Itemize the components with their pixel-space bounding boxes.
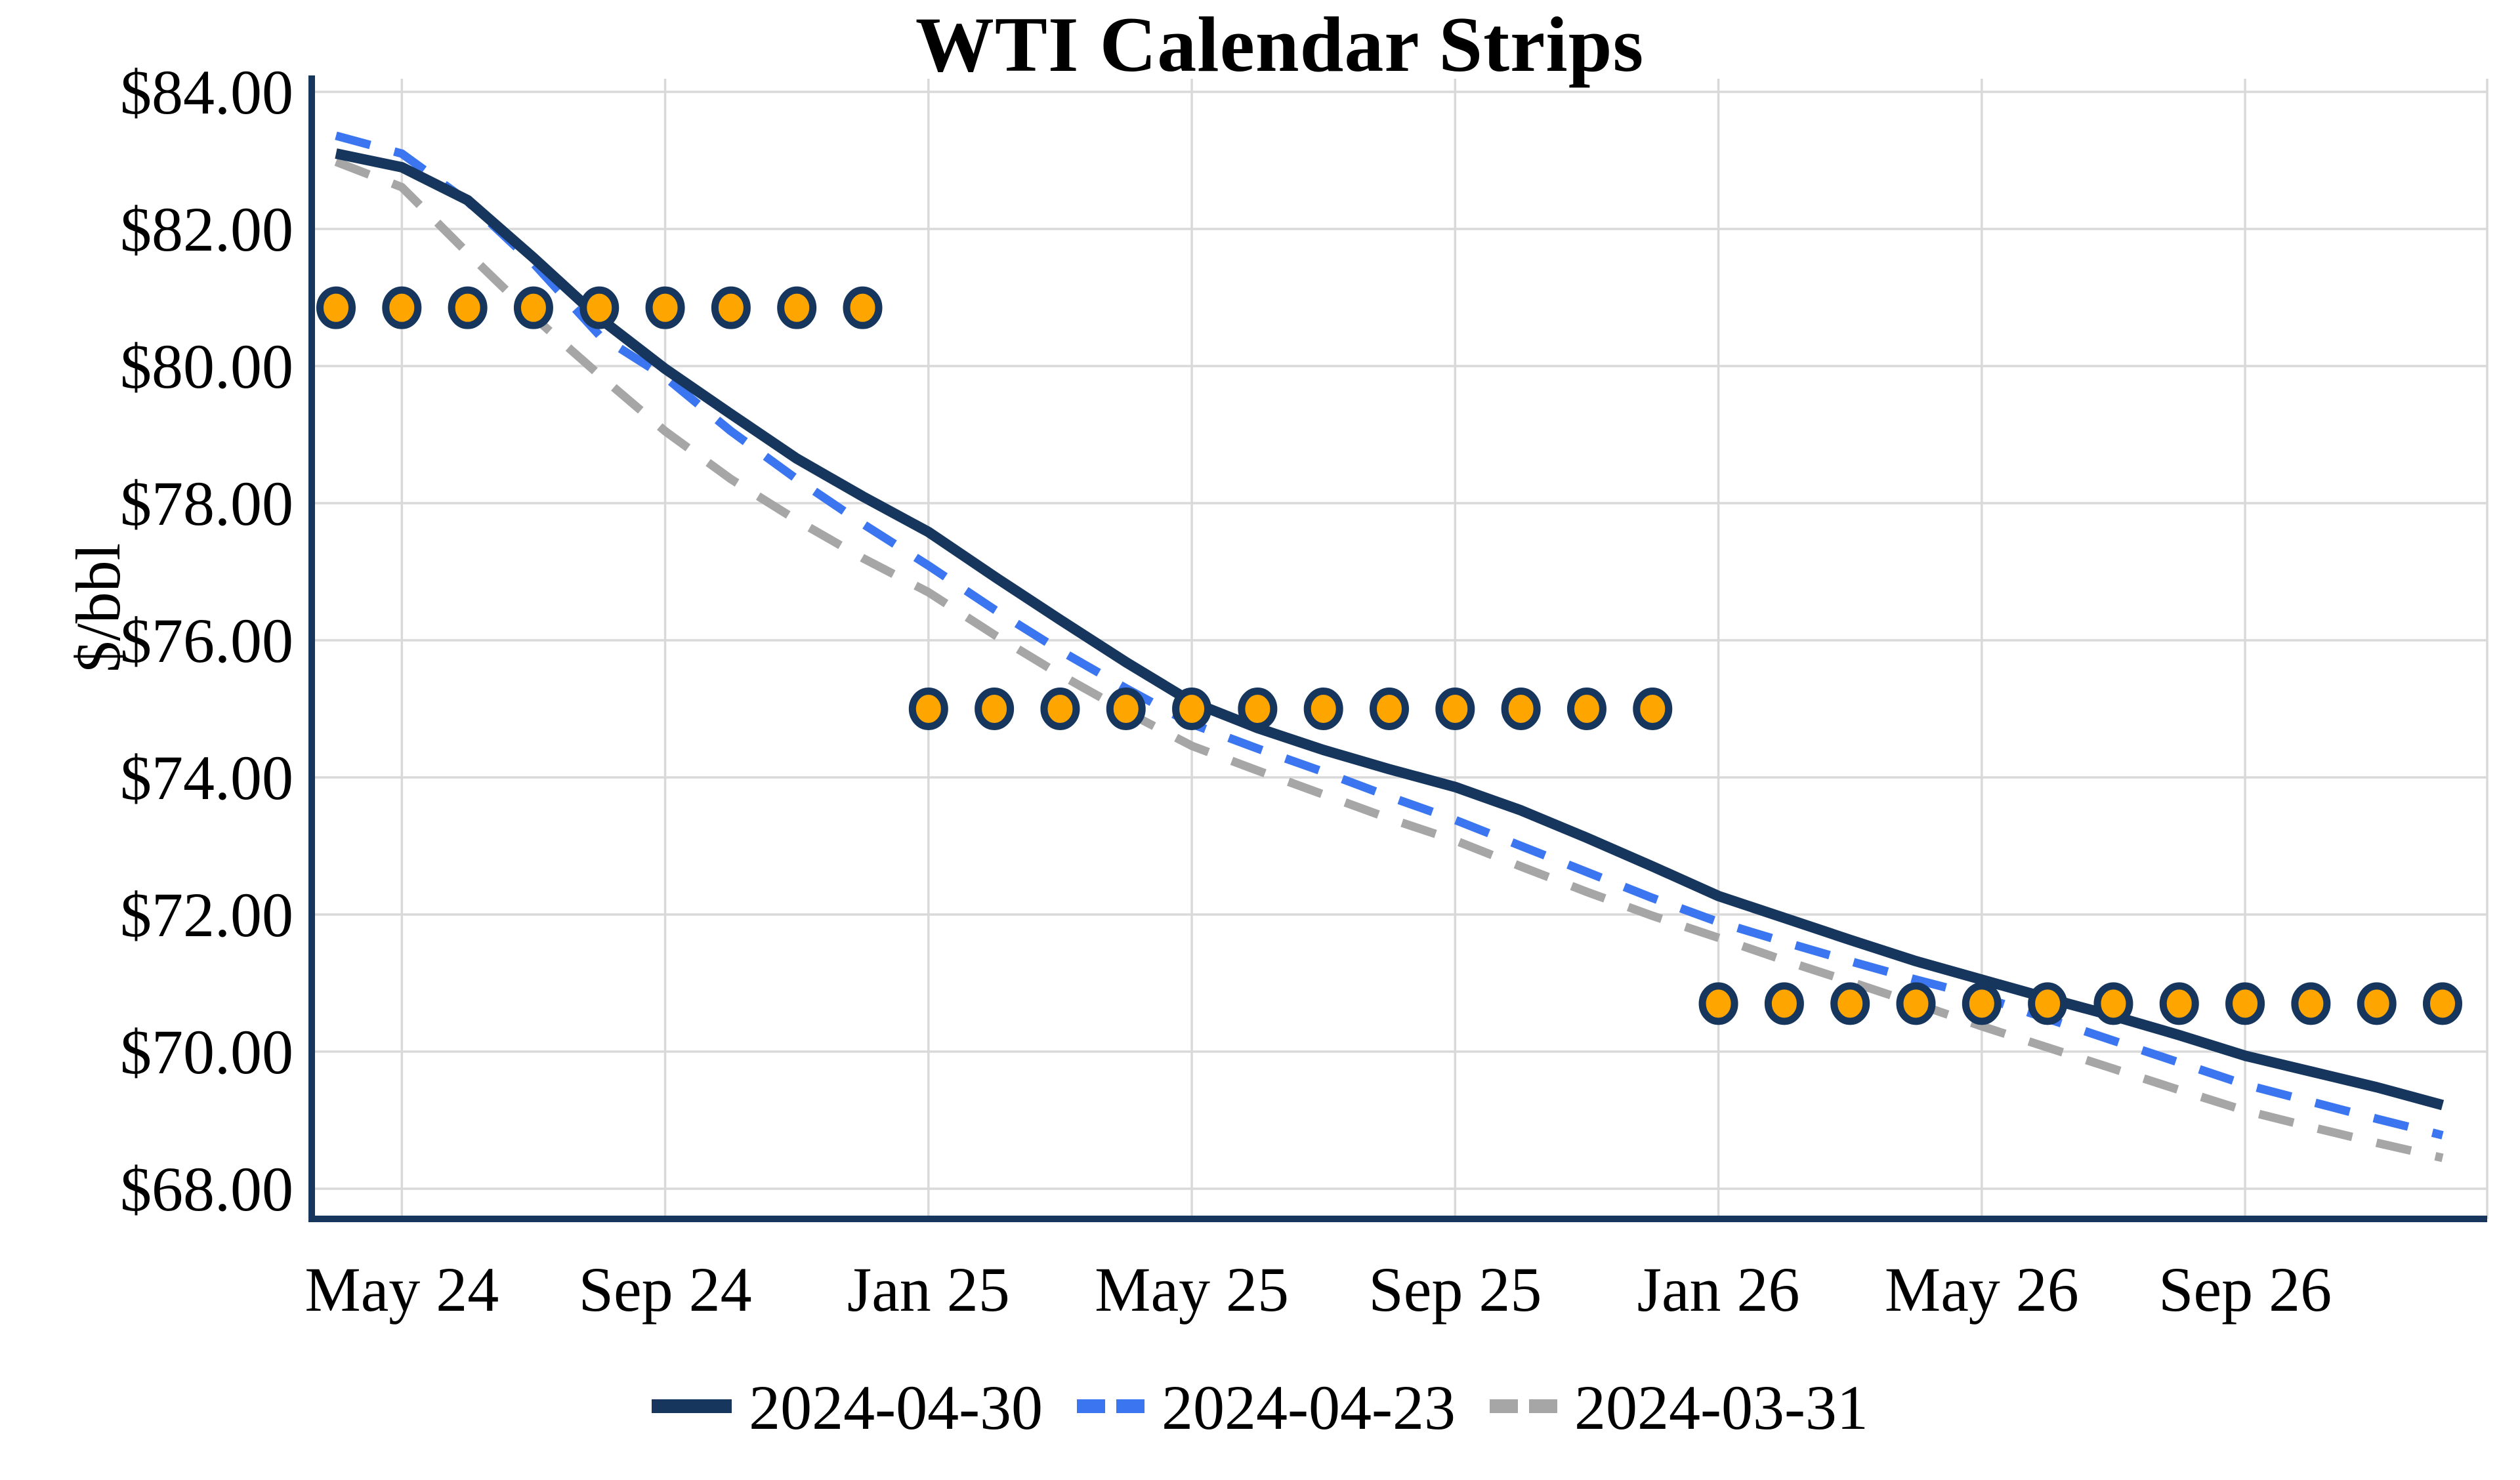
legend-dash-sample bbox=[1528, 1399, 1557, 1413]
strip-marker bbox=[2225, 982, 2265, 1025]
strip-marker bbox=[1435, 688, 1475, 730]
y-tick-label: $68.00 bbox=[120, 1154, 293, 1224]
y-tick-label: $84.00 bbox=[120, 57, 293, 127]
x-tick-label: Sep 25 bbox=[1368, 1254, 1542, 1325]
y-tick-label: $72.00 bbox=[120, 880, 293, 950]
x-tick-label: Jan 25 bbox=[847, 1254, 1010, 1325]
strip-marker bbox=[2028, 982, 2068, 1025]
strip-marker bbox=[908, 688, 948, 730]
legend-dash-sample bbox=[1489, 1399, 1518, 1413]
strip-marker bbox=[2159, 982, 2199, 1025]
strip-marker bbox=[777, 286, 817, 329]
y-tick-label: $80.00 bbox=[120, 331, 293, 401]
strip-marker bbox=[1172, 688, 1212, 730]
x-tick-label: Sep 24 bbox=[579, 1254, 752, 1325]
strip-marker bbox=[1370, 688, 1409, 730]
strip-marker bbox=[1566, 688, 1606, 730]
legend-line-sample bbox=[652, 1399, 732, 1413]
chart-title: WTI Calendar Strips bbox=[915, 1, 1645, 88]
strip-marker bbox=[843, 286, 883, 329]
strip-marker bbox=[2423, 982, 2462, 1025]
strip-marker bbox=[448, 286, 488, 329]
legend-swatch-solid-line bbox=[652, 1399, 732, 1413]
y-tick-label: $74.00 bbox=[120, 743, 293, 813]
legend-label: 2024-03-31 bbox=[1574, 1372, 1868, 1443]
strip-marker bbox=[1106, 688, 1146, 730]
x-tick-label: May 24 bbox=[304, 1254, 499, 1325]
series-line-2024-04-23 bbox=[335, 131, 2444, 1140]
strip-marker bbox=[2093, 982, 2133, 1025]
x-tick-label: May 25 bbox=[1095, 1254, 1289, 1325]
x-tick-label: Sep 26 bbox=[2158, 1254, 2332, 1325]
strip-marker bbox=[513, 286, 553, 329]
x-tick-label: May 26 bbox=[1885, 1254, 2079, 1325]
legend-item: 2024-04-23 bbox=[1077, 1372, 1456, 1439]
x-tick-label: Jan 26 bbox=[1637, 1254, 1800, 1325]
strip-marker bbox=[1830, 982, 1870, 1025]
legend-label: 2024-04-23 bbox=[1162, 1372, 1456, 1443]
strip-marker bbox=[1303, 688, 1343, 730]
strip-marker bbox=[382, 286, 422, 329]
strip-marker bbox=[1238, 688, 1278, 730]
legend-swatch-dashed-line bbox=[1077, 1399, 1145, 1413]
strip-marker bbox=[316, 286, 356, 329]
series-line-2024-04-30 bbox=[335, 148, 2445, 1111]
y-tick-label: $70.00 bbox=[120, 1017, 293, 1087]
strip-marker bbox=[1040, 688, 1080, 730]
y-tick-label: $82.00 bbox=[120, 194, 293, 264]
strip-marker bbox=[1896, 982, 1936, 1025]
strip-marker bbox=[1633, 688, 1673, 730]
legend-item: 2024-04-30 bbox=[652, 1372, 1043, 1439]
legend-dash-sample bbox=[1077, 1399, 1106, 1413]
legend-swatch-dashed-line bbox=[1489, 1399, 1557, 1413]
y-tick-label: $76.00 bbox=[120, 606, 293, 676]
legend-item: 2024-03-31 bbox=[1489, 1372, 1868, 1443]
strip-marker bbox=[2357, 982, 2397, 1025]
strip-marker bbox=[1764, 982, 1804, 1025]
strip-marker bbox=[645, 286, 685, 329]
strip-marker bbox=[975, 688, 1015, 730]
strip-marker bbox=[711, 286, 751, 329]
legend-label: 2024-04-30 bbox=[749, 1372, 1043, 1443]
strip-marker bbox=[579, 286, 620, 329]
series-line-2024-03-31 bbox=[334, 157, 2444, 1162]
chart-legend: 2024-04-30 2024-04-23 2024-03-31 bbox=[0, 1363, 2520, 1449]
y-tick-label: $78.00 bbox=[120, 468, 293, 539]
strip-marker bbox=[1962, 982, 2002, 1025]
strip-marker bbox=[2291, 982, 2331, 1025]
strip-marker bbox=[1698, 982, 1738, 1025]
legend-dash-sample bbox=[1116, 1399, 1145, 1413]
strip-marker bbox=[1501, 688, 1541, 730]
